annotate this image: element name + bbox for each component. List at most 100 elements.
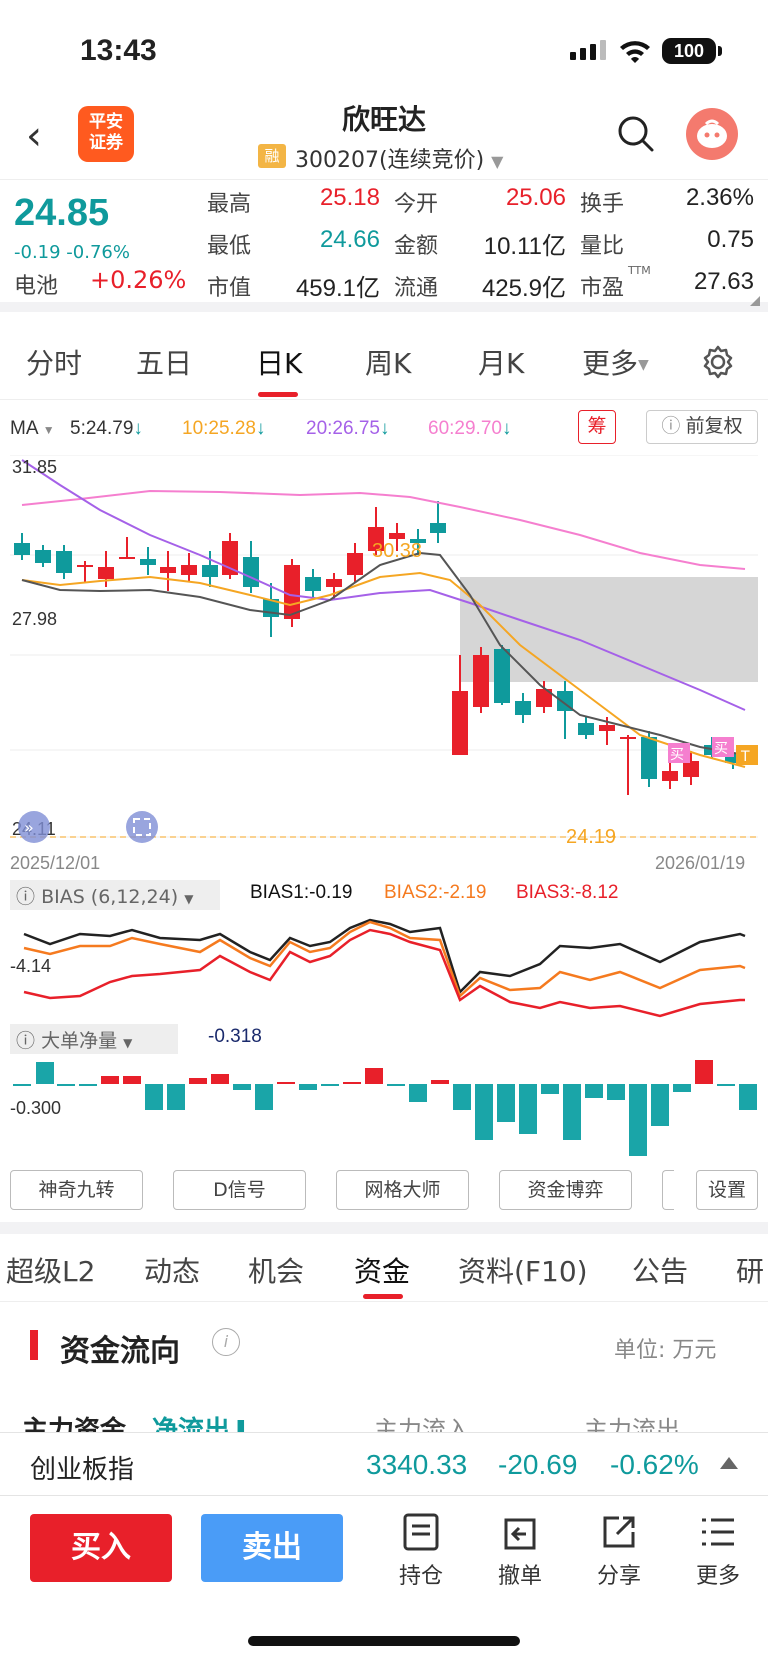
flow-bar-chart[interactable]: -0.300 xyxy=(0,1056,768,1166)
buy-button[interactable]: 买入 xyxy=(30,1514,172,1582)
info-icon: ⓘ xyxy=(16,1030,36,1052)
candle xyxy=(326,579,342,587)
section-divider xyxy=(0,1222,768,1234)
bias-label[interactable]: ⓘ BIAS (6,12,24) ▼ xyxy=(16,886,194,908)
sector-label[interactable]: 电池 xyxy=(14,274,59,299)
tab-opportunity[interactable]: 机会 xyxy=(248,1255,305,1288)
tab-capital[interactable]: 资金 xyxy=(354,1255,411,1288)
low-label: 最低 xyxy=(207,234,252,259)
tab-daily-k[interactable]: 日K xyxy=(256,347,303,380)
tool-hidden-more[interactable] xyxy=(662,1170,674,1210)
flow-bar xyxy=(365,1068,383,1084)
indicator-tools: 神奇九转 D信号 网格大师 资金博弈 设置 xyxy=(0,1170,768,1216)
candle xyxy=(181,565,197,575)
candle xyxy=(662,771,678,781)
flow-bar xyxy=(717,1084,735,1086)
cancel-order-button[interactable]: 撤单 xyxy=(485,1512,555,1590)
tab-5day[interactable]: 五日 xyxy=(136,347,193,380)
share-button[interactable]: 分享 xyxy=(584,1512,654,1590)
positions-button[interactable]: 持仓 xyxy=(386,1512,456,1590)
tab-news[interactable]: 动态 xyxy=(144,1255,201,1288)
quote-panel: 24.85 -0.19 -0.76% 电池 +0.26% 最高 25.18 今开… xyxy=(0,180,768,312)
search-icon[interactable] xyxy=(616,114,656,154)
index-pct: -0.62% xyxy=(610,1449,699,1480)
flow-bar xyxy=(123,1076,141,1084)
tab-intraday[interactable]: 分时 xyxy=(26,347,83,380)
expand-corner-icon[interactable] xyxy=(750,296,760,306)
flow-bar xyxy=(255,1084,273,1110)
net-outflow-label[interactable]: 净流出⬇ xyxy=(152,1416,252,1432)
flow-indicator-selector[interactable] xyxy=(10,1024,178,1054)
fullscreen-glyph xyxy=(133,818,151,836)
unit-label: 单位: 万元 xyxy=(614,1338,717,1363)
flow-bar xyxy=(277,1082,295,1084)
battery-cap xyxy=(718,46,722,56)
main-capital-label: 主力资金 xyxy=(22,1416,127,1432)
open-value: 25.06 xyxy=(505,184,566,211)
bias-selector[interactable] xyxy=(10,880,220,910)
adjust-mode-button[interactable]: ⓘ 前复权 xyxy=(646,410,758,444)
tab-weekly-k[interactable]: 周K xyxy=(365,347,412,380)
flow-tick: -0.300 xyxy=(10,1098,61,1118)
chip-distribution-button[interactable]: 筹 xyxy=(578,410,616,444)
candle xyxy=(368,527,384,551)
tool-grid-master[interactable]: 网格大师 xyxy=(336,1170,469,1210)
tab-monthly-k[interactable]: 月K xyxy=(478,347,525,380)
bias-chart[interactable]: -4.14 xyxy=(0,912,768,1022)
cancel-order-icon xyxy=(504,1518,536,1550)
scroll-left-glyph: » xyxy=(24,818,34,837)
t-signal-text: T xyxy=(740,749,750,765)
fullscreen-icon[interactable] xyxy=(126,811,158,843)
candle xyxy=(683,761,699,777)
tool-magic-nine[interactable]: 神奇九转 xyxy=(10,1170,143,1210)
candle xyxy=(578,723,594,735)
active-tab-underline xyxy=(258,392,298,397)
info-tabs: 超级L2 动态 机会 资金 资料(F10) 公告 研 xyxy=(0,1234,768,1302)
tab-f10[interactable]: 资料(F10) xyxy=(458,1255,588,1288)
more-button[interactable]: 更多 xyxy=(683,1512,753,1590)
ma-selector[interactable]: MA ▼ xyxy=(10,418,55,439)
stock-code-dropdown[interactable]: 300207(连续竞价) ▼ xyxy=(295,148,504,173)
info-icon: ⓘ xyxy=(661,416,681,437)
bias-tick: -4.14 xyxy=(10,956,51,976)
kline-chart[interactable]: 31.85 27.98 24.11 30.38 24.19 买 买 T » 20… xyxy=(0,455,768,880)
candle xyxy=(347,553,363,575)
candle xyxy=(725,753,741,763)
scroll-left-icon[interactable] xyxy=(18,811,50,843)
tab-research[interactable]: 研 xyxy=(736,1255,765,1288)
flow-bar xyxy=(497,1084,515,1122)
candle xyxy=(56,551,72,573)
flow-bar xyxy=(475,1084,493,1140)
stock-header: ‹ 平安 证券 欣旺达 融 300207(连续竞价) ▼ xyxy=(0,92,768,180)
flow-bar xyxy=(607,1084,625,1100)
back-chevron-icon[interactable]: ‹ xyxy=(26,113,42,159)
expand-up-icon[interactable] xyxy=(720,1457,738,1469)
last-price: 24.85 xyxy=(14,192,110,234)
index-ticker[interactable]: 创业板指 3340.33 -20.69 -0.62% xyxy=(0,1432,768,1496)
period-tabs: 分时 五日 日K 周K 月K 更多▼ xyxy=(0,320,768,400)
info-icon[interactable]: i xyxy=(212,1328,240,1356)
candle xyxy=(430,523,446,533)
high-value: 25.18 xyxy=(319,184,380,211)
settings-gear-icon[interactable] xyxy=(700,344,736,380)
mktcap-label: 市值 xyxy=(207,276,252,301)
tool-settings[interactable]: 设置 xyxy=(696,1170,758,1210)
flow-indicator-label[interactable]: ⓘ 大单净量 ▼ xyxy=(16,1030,133,1052)
flow-bar xyxy=(343,1082,361,1084)
ma5-value: 5:24.79↓ xyxy=(70,418,143,439)
tab-announcements[interactable]: 公告 xyxy=(632,1255,689,1288)
volume-ratio-value: 0.75 xyxy=(707,226,754,253)
flow-bar xyxy=(739,1084,757,1110)
sell-button[interactable]: 卖出 xyxy=(201,1514,343,1582)
tab-more[interactable]: 更多▼ xyxy=(582,347,649,380)
tool-d-signal[interactable]: D信号 xyxy=(173,1170,306,1210)
tool-capital-game[interactable]: 资金博弈 xyxy=(499,1170,632,1210)
pe-label: 市盈 xyxy=(580,276,625,301)
flow-bar xyxy=(695,1060,713,1084)
assistant-avatar-icon[interactable] xyxy=(686,108,738,160)
turnover-value: 2.36% xyxy=(685,184,754,211)
date-end: 2026/01/19 xyxy=(655,853,745,873)
candle xyxy=(641,737,657,779)
tab-l2[interactable]: 超级L2 xyxy=(6,1255,96,1288)
clock: 13:43 xyxy=(80,34,157,67)
